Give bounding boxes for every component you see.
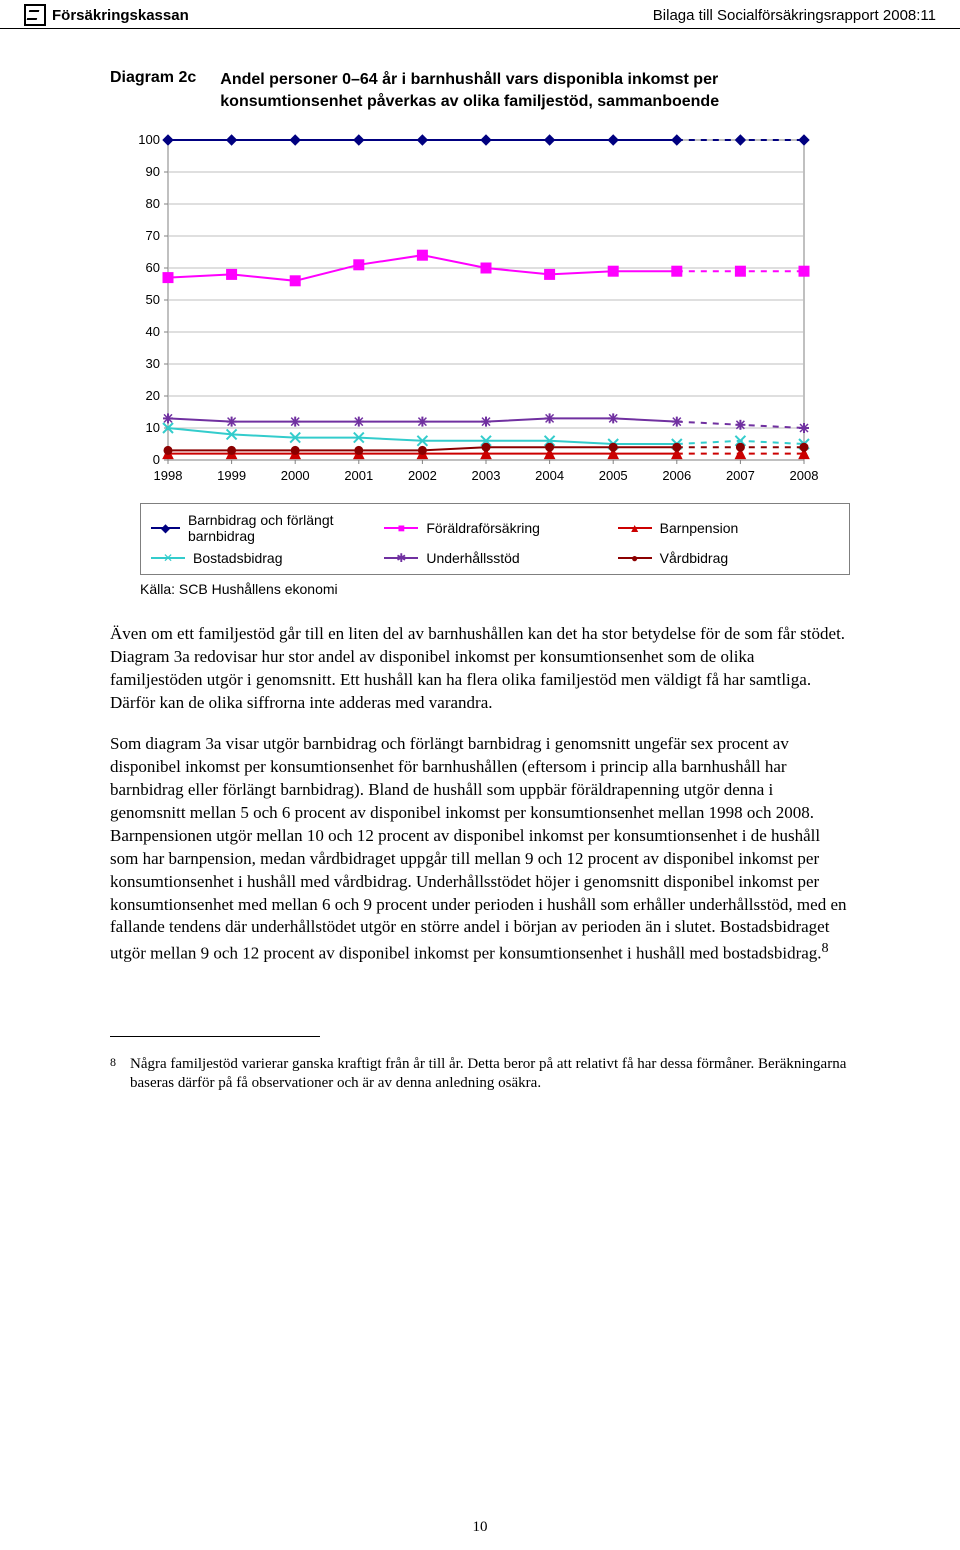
legend-label: Bostadsbidrag	[193, 550, 283, 566]
paragraph-2-text: Som diagram 3a visar utgör barnbidrag oc…	[110, 734, 847, 963]
svg-text:2007: 2007	[726, 468, 755, 483]
legend-swatch-icon: ✱	[384, 557, 418, 559]
svg-text:30: 30	[146, 356, 160, 371]
svg-text:2004: 2004	[535, 468, 564, 483]
legend-item: ✱ Underhållsstöd	[384, 550, 605, 566]
footnote-number: 8	[110, 1055, 116, 1094]
svg-text:40: 40	[146, 324, 160, 339]
svg-text:60: 60	[146, 260, 160, 275]
svg-text:20: 20	[146, 388, 160, 403]
diagram-label: Diagram 2c	[110, 69, 196, 112]
svg-text:2002: 2002	[408, 468, 437, 483]
page-number: 10	[0, 1519, 960, 1536]
svg-text:10: 10	[146, 420, 160, 435]
chart-legend: ◆ Barnbidrag och förlängt barnbidrag ■ Förä…	[140, 503, 850, 575]
svg-text:0: 0	[153, 452, 160, 467]
svg-text:2000: 2000	[281, 468, 310, 483]
legend-label: Vårdbidrag	[660, 550, 729, 566]
svg-text:2008: 2008	[790, 468, 819, 483]
svg-text:50: 50	[146, 292, 160, 307]
legend-swatch-icon: ●	[618, 557, 652, 559]
svg-text:100: 100	[138, 132, 160, 147]
paragraph-2: Som diagram 3a visar utgör barnbidrag oc…	[110, 733, 850, 966]
svg-text:2005: 2005	[599, 468, 628, 483]
chart-source: Källa: SCB Hushållens ekonomi	[140, 581, 850, 597]
footnote-rule	[110, 1036, 320, 1037]
legend-swatch-icon: ◆	[151, 527, 180, 529]
footnote-text: Några familjestöd varierar ganska krafti…	[130, 1055, 850, 1094]
svg-text:1998: 1998	[154, 468, 183, 483]
paragraph-1: Även om ett familjestöd går till en lite…	[110, 623, 850, 715]
footnote: 8 Några familjestöd varierar ganska kraf…	[110, 1055, 850, 1094]
legend-swatch-icon: ▲	[618, 527, 652, 529]
legend-item: ● Vårdbidrag	[618, 550, 839, 566]
page-header: Försäkringskassan Bilaga till Socialförs…	[0, 0, 960, 29]
line-chart: 0 10 20 30 40 50 60 70 80 90 100 1998 1999 2000 2001 20…	[120, 130, 850, 495]
svg-text:90: 90	[146, 164, 160, 179]
diagram-title: Andel personer 0–64 år i barnhushåll var…	[220, 69, 850, 112]
svg-text:2006: 2006	[662, 468, 691, 483]
svg-text:1999: 1999	[217, 468, 246, 483]
svg-text:2001: 2001	[344, 468, 373, 483]
legend-swatch-icon: ✕	[151, 557, 185, 559]
svg-text:2003: 2003	[472, 468, 501, 483]
legend-swatch-icon: ■	[384, 527, 418, 529]
brand-name: Försäkringskassan	[52, 7, 189, 24]
doc-reference: Bilaga till Socialförsäkringsrapport 200…	[653, 7, 936, 24]
svg-text:70: 70	[146, 228, 160, 243]
legend-label: Underhållsstöd	[426, 550, 519, 566]
legend-item: ✕ Bostadsbidrag	[151, 550, 372, 566]
legend-label: Föräldraförsäkring	[426, 520, 540, 536]
chart-svg: 0 10 20 30 40 50 60 70 80 90 100 1998 1999 2000 2001 20…	[120, 130, 820, 490]
legend-item: ◆ Barnbidrag och förlängt barnbidrag	[151, 512, 372, 544]
brand-logo-icon	[24, 4, 46, 26]
body-text: Även om ett familjestöd går till en lite…	[110, 623, 850, 966]
brand-block: Försäkringskassan	[24, 4, 189, 26]
legend-label: Barnpension	[660, 520, 739, 536]
diagram-header: Diagram 2c Andel personer 0–64 år i barn…	[110, 69, 850, 112]
legend-label: Barnbidrag och förlängt barnbidrag	[188, 512, 372, 544]
legend-item: ■ Föräldraförsäkring	[384, 512, 605, 544]
footnote-ref-8: 8	[822, 940, 829, 956]
legend-item: ▲ Barnpension	[618, 512, 839, 544]
svg-text:80: 80	[146, 196, 160, 211]
